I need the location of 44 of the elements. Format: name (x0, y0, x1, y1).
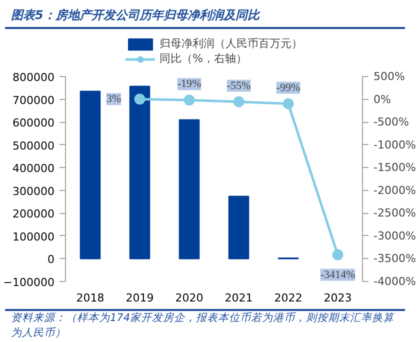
y-tick-label: 500000 (12, 139, 55, 152)
point (332, 249, 344, 260)
x-tick-label: 2019 (126, 292, 154, 304)
legend-label: 归母净利润（人民币百万元） (160, 36, 302, 51)
y-tick-label: 100000 (12, 230, 55, 244)
y2-tick-label: 500% (374, 70, 405, 83)
bar (80, 90, 101, 260)
y-tick-label: 700000 (12, 94, 55, 107)
point (134, 94, 146, 105)
y2-tick-label: -1000% (374, 138, 416, 152)
data-label: -99% (276, 82, 300, 94)
legend-label: 同比（%，右轴） (160, 51, 247, 66)
y-tick-label: 200000 (12, 208, 55, 221)
y-tick-label: 600000 (12, 116, 55, 130)
y2-tick-label: -3000% (374, 229, 416, 242)
y2-tick-label: -3500% (374, 252, 416, 266)
y-tick-label: 300000 (12, 184, 55, 198)
y-tick-label: 400000 (12, 162, 55, 176)
y2-tick-label: -2000% (374, 184, 416, 197)
y2-tick-label: -4000% (374, 275, 416, 288)
x-tick-label: 2021 (224, 292, 253, 304)
y2-tick-label: -2500% (374, 206, 416, 220)
x-tick-label: 2018 (76, 292, 104, 304)
y2-tick-label: -500% (374, 116, 409, 129)
data-label: -3414% (320, 268, 356, 281)
y-tick-label: 800000 (12, 71, 55, 84)
x-tick-label: 2020 (175, 292, 204, 304)
data-label: -19% (177, 78, 202, 90)
x-tick-label: 2023 (324, 292, 352, 304)
point (233, 96, 244, 108)
data-label: 3% (106, 93, 122, 106)
point (282, 98, 294, 110)
chart-title: 图表5：房地产开发公司历年归母净利润及同比 (11, 7, 260, 24)
x-tick-label: 2022 (274, 292, 302, 304)
y2-tick-label: 0% (374, 92, 391, 106)
y2-tick-label: -1500% (374, 161, 416, 174)
bar (228, 196, 250, 260)
bar (129, 86, 150, 260)
text: 资料来源：（样本为174家开发房企，报表本位币若为港币，则按期末汇率换算为人民币） (11, 311, 396, 341)
data-label: -55% (226, 80, 251, 92)
bar (178, 119, 200, 260)
point (184, 94, 195, 106)
y-tick-label: −100000 (3, 276, 55, 289)
y-tick-label: 0 (48, 253, 54, 266)
